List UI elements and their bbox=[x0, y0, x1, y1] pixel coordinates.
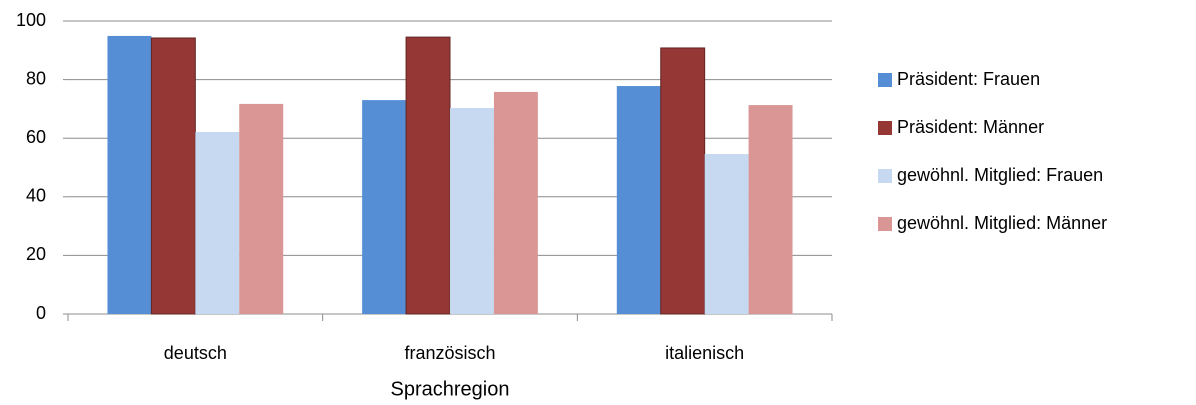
legend-swatch bbox=[878, 121, 892, 135]
y-tick-label: 100 bbox=[16, 10, 46, 30]
bar bbox=[107, 35, 152, 315]
legend-label: Präsident: Frauen bbox=[897, 69, 1040, 89]
bar bbox=[362, 100, 407, 314]
legend-swatch bbox=[878, 169, 892, 183]
bar bbox=[493, 91, 538, 314]
x-tick-label: italienisch bbox=[665, 343, 744, 363]
legend-label: Präsident: Männer bbox=[897, 117, 1044, 137]
bar bbox=[616, 86, 661, 315]
x-tick-label: französisch bbox=[404, 343, 495, 363]
legend-swatch bbox=[878, 73, 892, 87]
bar bbox=[660, 47, 706, 315]
x-tick-label: deutsch bbox=[164, 343, 227, 363]
y-tick-label: 20 bbox=[26, 244, 46, 264]
legend-swatch bbox=[878, 217, 892, 231]
bar bbox=[704, 154, 749, 314]
bar bbox=[195, 132, 240, 314]
bar bbox=[405, 36, 451, 315]
bar bbox=[150, 37, 196, 315]
bar bbox=[450, 108, 494, 315]
legend-label: gewöhnl. Mitglied: Männer bbox=[897, 213, 1107, 233]
y-tick-label: 0 bbox=[36, 303, 46, 323]
legend-label: gewöhnl. Mitglied: Frauen bbox=[897, 165, 1103, 185]
bar bbox=[239, 103, 284, 314]
bar bbox=[748, 105, 793, 314]
y-tick-label: 80 bbox=[26, 68, 46, 88]
y-tick-label: 60 bbox=[26, 127, 46, 147]
y-tick-label: 40 bbox=[26, 186, 46, 206]
x-axis-label: Sprachregion bbox=[391, 378, 510, 400]
